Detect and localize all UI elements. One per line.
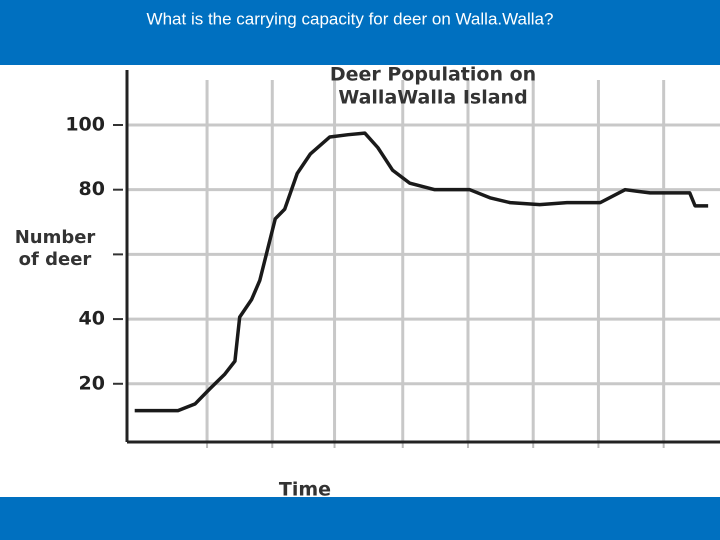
footer-bar — [0, 497, 720, 540]
header-bar — [0, 0, 720, 65]
data-line — [134, 131, 709, 413]
y-tick-label: 100 — [65, 113, 105, 135]
x-axis-label: Time — [279, 479, 331, 501]
y-axis-label: Number — [15, 227, 96, 248]
chart-title: Deer Population on — [330, 64, 536, 86]
question: What is the carrying capacity for deer o… — [147, 9, 554, 28]
y-tick-label: 40 — [79, 308, 105, 330]
y-tick-label: 80 — [79, 178, 105, 200]
chart-title: WallaWalla Island — [338, 87, 527, 109]
y-axis-label: of deer — [19, 249, 92, 270]
y-tick-label: 20 — [79, 372, 105, 394]
